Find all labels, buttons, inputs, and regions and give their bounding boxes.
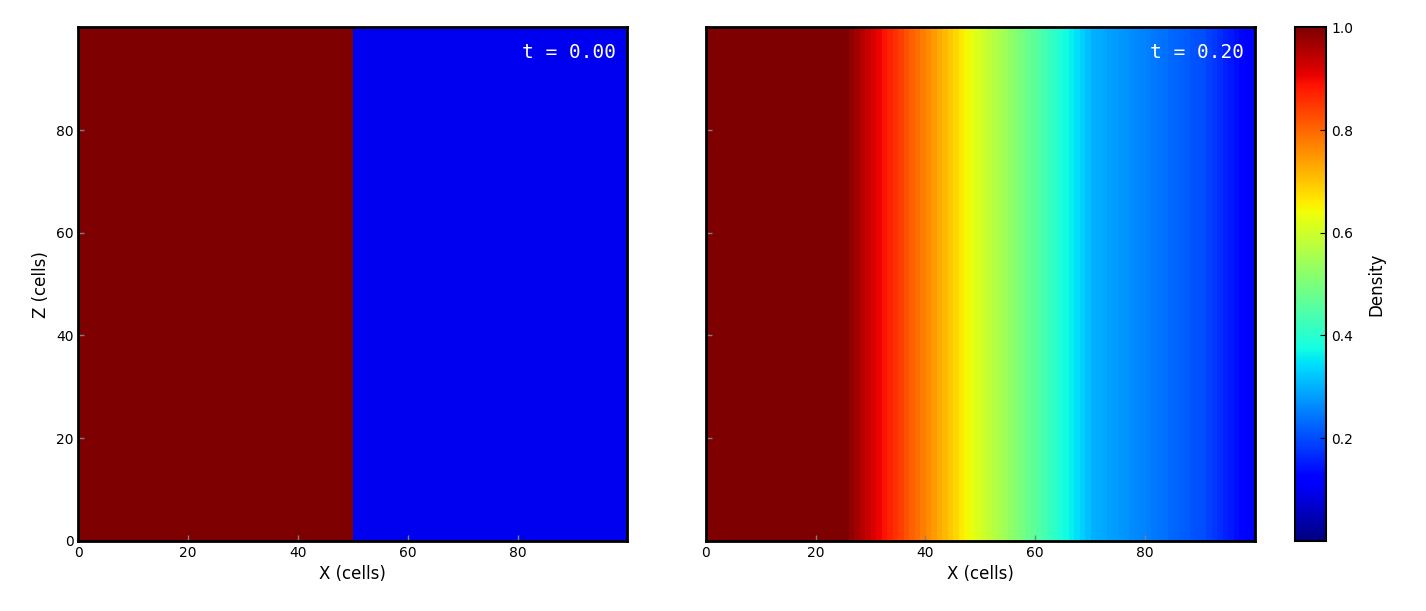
Y-axis label: Density: Density [1368, 252, 1385, 316]
X-axis label: X (cells): X (cells) [319, 565, 386, 583]
X-axis label: X (cells): X (cells) [947, 565, 1014, 583]
Text: t = 0.00: t = 0.00 [522, 43, 616, 62]
Y-axis label: Z (cells): Z (cells) [33, 251, 50, 318]
Text: t = 0.20: t = 0.20 [1149, 43, 1243, 62]
